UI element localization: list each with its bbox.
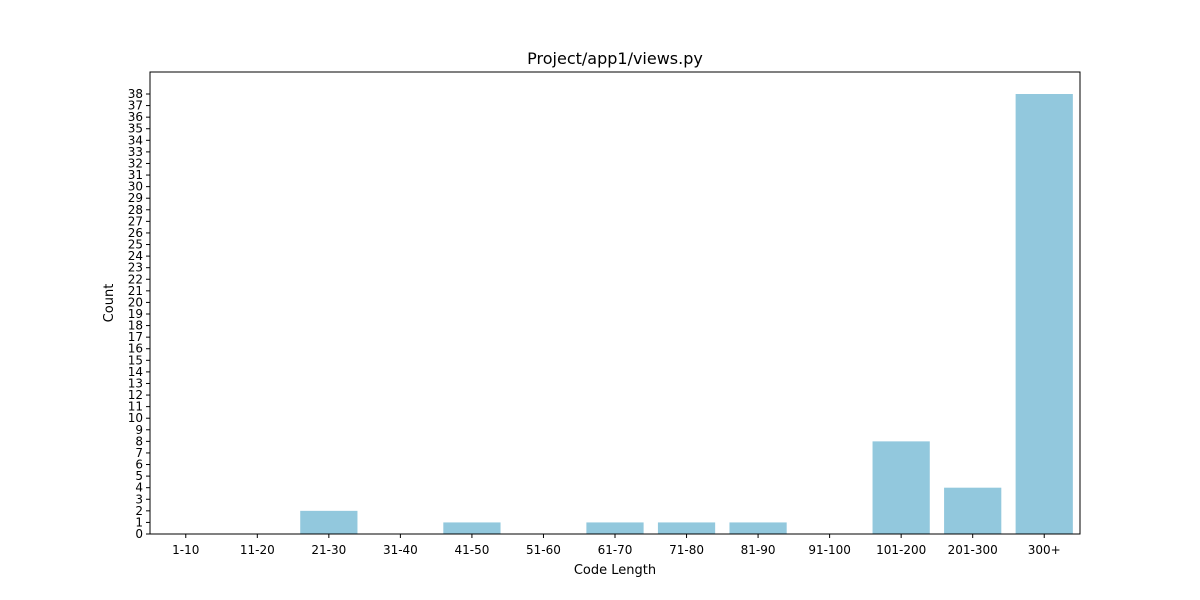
y-tick-label: 5 <box>135 469 143 483</box>
bars <box>300 94 1073 534</box>
x-tick-label: 51-60 <box>526 543 561 557</box>
x-tick-label: 81-90 <box>741 543 776 557</box>
y-tick-label: 19 <box>128 307 143 321</box>
y-tick-label: 11 <box>128 400 143 414</box>
y-tick-label: 7 <box>135 446 143 460</box>
x-tick-label: 71-80 <box>669 543 704 557</box>
x-axis-label: Code Length <box>574 563 656 578</box>
y-tick-label: 31 <box>128 168 143 182</box>
y-tick-label: 35 <box>128 122 143 136</box>
y-tick-label: 29 <box>128 191 143 205</box>
y-tick-label: 30 <box>128 180 143 194</box>
chart-title: Project/app1/views.py <box>527 49 703 68</box>
bar-71-80 <box>657 522 716 534</box>
y-tick-label: 6 <box>135 458 143 472</box>
plot-frame <box>149 71 1081 535</box>
y-tick-label: 13 <box>128 376 143 390</box>
y-tick-label: 33 <box>128 145 143 159</box>
bar-21-30 <box>300 510 358 534</box>
x-tick-label: 21-30 <box>311 543 346 557</box>
bar-101-200 <box>872 441 930 534</box>
y-tick-label: 25 <box>128 238 143 252</box>
y-tick-label: 24 <box>128 249 143 263</box>
x-tick-label: 11-20 <box>240 543 275 557</box>
y-tick-label: 21 <box>128 284 143 298</box>
y-tick-label: 15 <box>128 353 143 367</box>
y-tick-label: 2 <box>135 504 143 518</box>
y-tick-label: 4 <box>135 481 143 495</box>
y-tick-label: 8 <box>135 434 143 448</box>
x-axis-ticks: 1-10 11-20 21-30 31-40 41-50 51-60 61-70 71-80 8… <box>172 534 1061 557</box>
x-tick-label: 1-10 <box>172 543 199 557</box>
bar-81-90 <box>729 522 787 534</box>
y-tick-label: 27 <box>128 214 143 228</box>
x-tick-label: 101-200 <box>876 543 926 557</box>
x-tick-label: 41-50 <box>454 543 489 557</box>
bar-201-300 <box>944 487 1002 534</box>
y-tick-label: 14 <box>128 365 143 379</box>
bar-61-70 <box>586 522 644 534</box>
y-tick-label: 37 <box>128 99 143 113</box>
y-tick-label: 12 <box>128 388 143 402</box>
bar-300+ <box>1015 94 1073 534</box>
x-tick-label: 201-300 <box>948 543 998 557</box>
y-tick-label: 34 <box>128 133 143 147</box>
y-tick-label: 38 <box>128 87 143 101</box>
bar-41-50 <box>443 522 501 534</box>
y-axis-ticks: 0123456789101112131415161718192021222324… <box>128 87 150 541</box>
y-tick-label: 22 <box>128 272 143 286</box>
y-tick-label: 18 <box>128 319 143 333</box>
y-tick-label: 1 <box>135 515 143 529</box>
y-tick-label: 10 <box>128 411 143 425</box>
x-tick-label: 91-100 <box>808 543 851 557</box>
y-axis-label: Count <box>102 284 117 323</box>
x-tick-label: 61-70 <box>598 543 633 557</box>
y-tick-label: 0 <box>135 527 143 541</box>
y-tick-label: 28 <box>128 203 143 217</box>
x-tick-label: 31-40 <box>383 543 418 557</box>
y-tick-label: 9 <box>135 423 143 437</box>
y-tick-label: 36 <box>128 110 143 124</box>
y-tick-label: 26 <box>128 226 143 240</box>
y-tick-label: 20 <box>128 295 143 309</box>
y-tick-label: 3 <box>135 492 143 506</box>
y-tick-label: 23 <box>128 261 143 275</box>
y-tick-label: 17 <box>128 330 143 344</box>
y-tick-label: 16 <box>128 342 143 356</box>
y-tick-label: 32 <box>128 156 143 170</box>
x-tick-label: 300+ <box>1028 543 1061 557</box>
